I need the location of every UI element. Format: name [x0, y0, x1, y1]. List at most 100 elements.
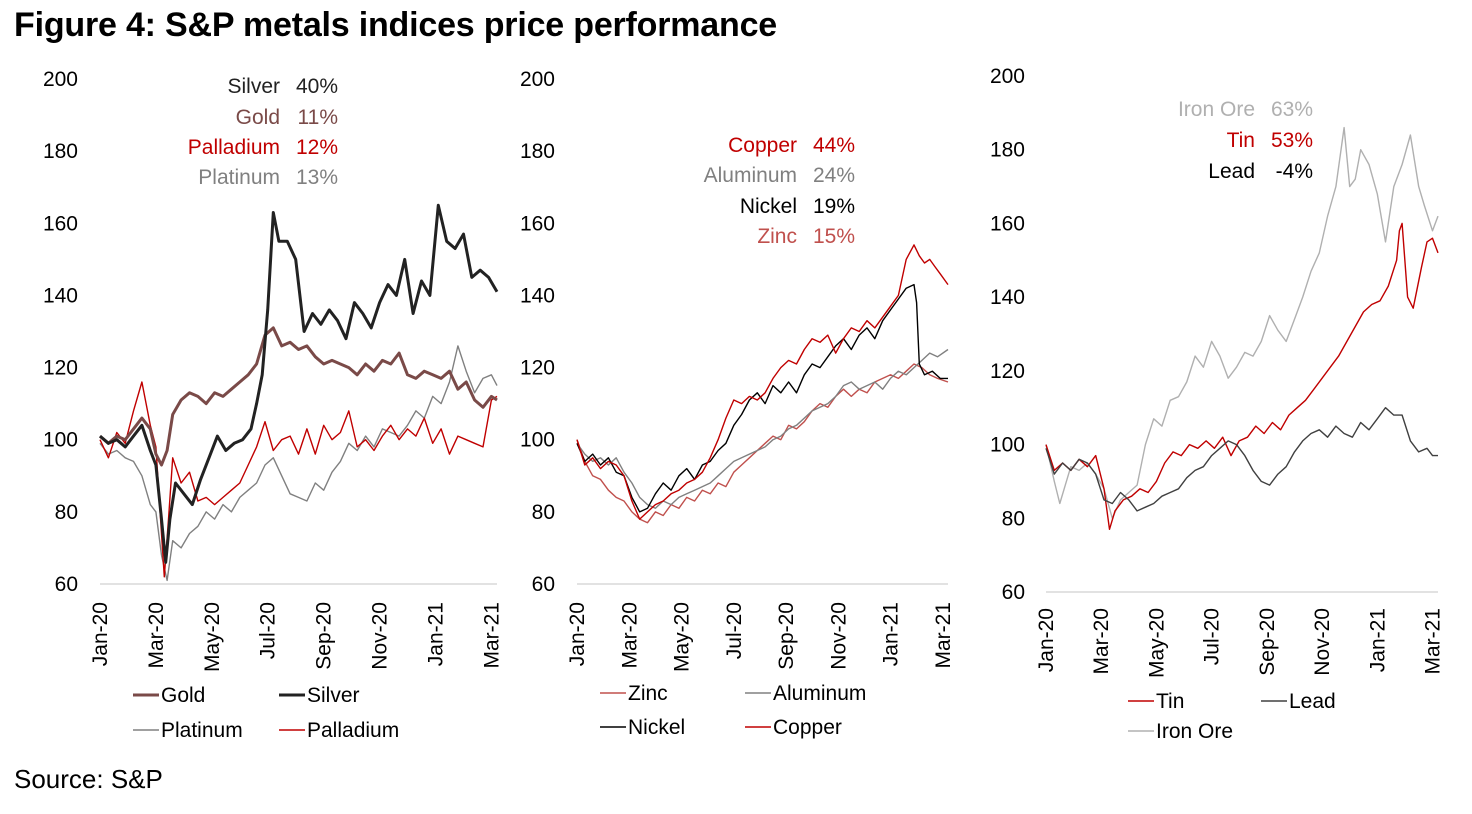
series-line-zinc	[576, 363, 949, 524]
x-tick-label: Mar-20	[618, 602, 641, 669]
legend-item-zinc: Zinc	[600, 682, 668, 705]
annotation-label: Silver	[227, 75, 280, 98]
figure-title: Figure 4: S&P metals indices price perfo…	[14, 6, 778, 44]
x-tick-label: Jan-21	[880, 602, 903, 666]
y-tick-label: 160	[520, 212, 555, 235]
y-tick-label: 180	[43, 140, 78, 163]
series-line-palladium	[99, 381, 498, 578]
annotation-value: 44%	[813, 134, 855, 157]
legend-label: Zinc	[628, 682, 668, 705]
x-tick-label: Nov-20	[1311, 608, 1334, 676]
x-tick-label: Jan-21	[1366, 608, 1389, 672]
legend-label: Platinum	[161, 719, 243, 742]
y-tick-label: 180	[520, 140, 555, 163]
series-line-platinum	[99, 345, 498, 582]
legend-label: Iron Ore	[1156, 720, 1233, 743]
legend-label: Nickel	[628, 716, 685, 739]
legend-item-aluminum: Aluminum	[745, 682, 866, 705]
annotation-value: 11%	[298, 106, 338, 129]
legend-item-gold: Gold	[133, 684, 205, 707]
x-tick-label: Jul-20	[257, 602, 280, 659]
y-tick-label: 120	[520, 357, 555, 380]
legend-item-nickel: Nickel	[600, 716, 685, 739]
annotation-value: 19%	[813, 195, 855, 218]
y-tick-label: 140	[520, 284, 555, 307]
y-tick-label: 160	[43, 212, 78, 235]
source-note: Source: S&P	[14, 764, 163, 794]
y-tick-label: 60	[55, 573, 78, 596]
legend-item-platinum: Platinum	[133, 719, 243, 742]
annotation-value: 15%	[813, 225, 855, 248]
legend-item-iron-ore: Iron Ore	[1128, 720, 1233, 743]
annotation-label: Palladium	[188, 136, 280, 159]
x-tick-label: May-20	[201, 602, 224, 672]
legend-item-lead: Lead	[1261, 690, 1336, 713]
annotation-label: Aluminum	[704, 164, 797, 187]
x-tick-label: May-20	[1145, 608, 1168, 678]
y-tick-label: 200	[990, 65, 1025, 88]
chart-panel-other-metals: 60 80 100 120 140 160 180 200 Jan-20 Mar-20 May-20…	[990, 65, 1445, 743]
annotation-label: Lead	[1208, 160, 1255, 183]
x-tick-label: Jul-20	[1201, 608, 1224, 665]
annotation-label: Copper	[728, 134, 797, 157]
series-line-gold	[99, 326, 498, 467]
legend-label: Palladium	[307, 719, 399, 742]
annotation-value: 63%	[1271, 98, 1313, 121]
annotation-value: 12%	[296, 136, 338, 159]
x-tick-label: Nov-20	[369, 602, 392, 670]
series-line-iron-ore	[1045, 126, 1439, 519]
legend-label: Copper	[773, 716, 842, 739]
y-tick-label: 60	[532, 573, 555, 596]
series-line-tin	[1045, 222, 1439, 530]
x-tick-label: Jan-20	[1035, 608, 1058, 672]
y-tick-label: 80	[1002, 507, 1025, 530]
x-tick-label: Sep-20	[313, 602, 336, 670]
legend-label: Silver	[307, 684, 360, 707]
x-tick-label: Mar-21	[1421, 608, 1444, 675]
x-tick-label: Sep-20	[1256, 608, 1279, 676]
legend-label: Gold	[161, 684, 205, 707]
annotation-value: 13%	[296, 166, 338, 189]
annotation-label: Zinc	[757, 225, 797, 248]
x-tick-label: Mar-21	[480, 602, 503, 669]
y-tick-label: 160	[990, 212, 1025, 235]
y-tick-label: 100	[520, 429, 555, 452]
annotation-label: Iron Ore	[1178, 98, 1255, 121]
chart-panel-base-metals: 60 80 100 120 140 160 180 200 Jan-20 Mar-20 May-20…	[520, 68, 955, 739]
series-line-copper	[576, 244, 949, 520]
series-line-silver	[99, 203, 499, 564]
annotation-label: Nickel	[740, 195, 797, 218]
legend-label: Aluminum	[773, 682, 866, 705]
x-tick-label: Jan-20	[566, 602, 589, 666]
y-tick-label: 60	[1002, 581, 1025, 604]
x-tick-label: Jan-21	[424, 602, 447, 666]
legend-item-copper: Copper	[745, 716, 842, 739]
legend-item-silver: Silver	[279, 684, 360, 707]
series-line-aluminum	[576, 348, 949, 509]
y-tick-label: 140	[990, 286, 1025, 309]
x-tick-label: Nov-20	[827, 602, 850, 670]
legend-item-palladium: Palladium	[279, 719, 399, 742]
y-tick-label: 100	[990, 434, 1025, 457]
chart-panel-precious-metals: 60 80 100 120 140 160 180 200 Jan-20 Mar-20 May-20…	[43, 68, 503, 742]
legend-item-tin: Tin	[1128, 690, 1184, 713]
annotation-label: Gold	[236, 106, 280, 129]
y-tick-label: 200	[43, 68, 78, 91]
annotation-value: 40%	[296, 75, 338, 98]
y-tick-label: 80	[55, 501, 78, 524]
series-line-nickel	[576, 283, 948, 513]
y-tick-label: 100	[43, 429, 78, 452]
y-tick-label: 120	[43, 357, 78, 380]
y-tick-label: 80	[532, 501, 555, 524]
series-line-lead	[1045, 407, 1438, 512]
y-tick-label: 120	[990, 360, 1025, 383]
x-tick-label: Sep-20	[775, 602, 798, 670]
legend-label: Tin	[1156, 690, 1184, 713]
annotation-label: Tin	[1227, 129, 1255, 152]
annotation-value: 53%	[1271, 129, 1313, 152]
annotation-label: Platinum	[198, 166, 280, 189]
annotation-value: 24%	[813, 164, 855, 187]
y-tick-label: 140	[43, 284, 78, 307]
x-tick-label: Mar-20	[1090, 608, 1113, 675]
